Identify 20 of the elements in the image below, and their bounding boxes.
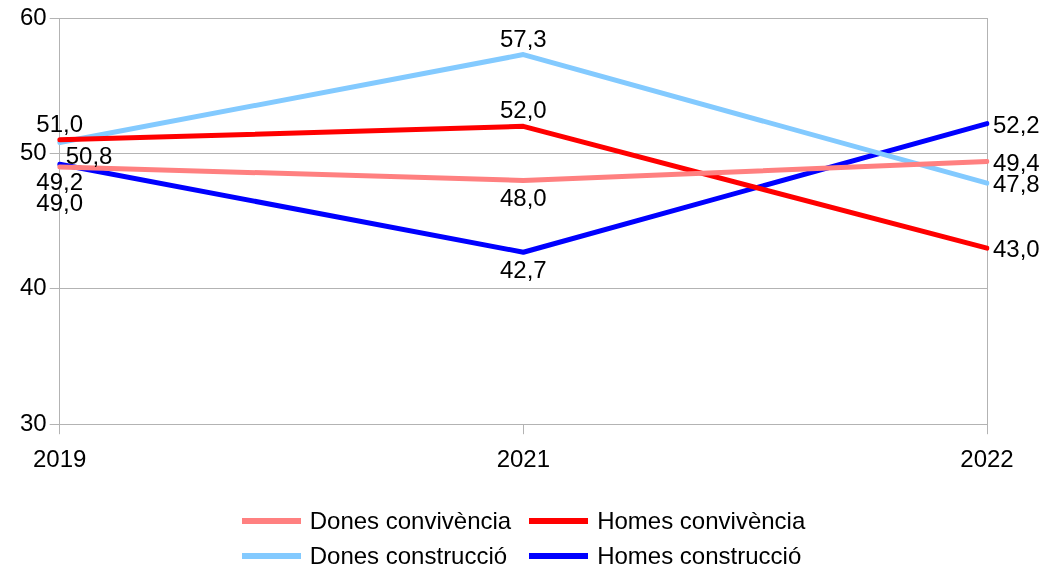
y-tick-label: 50: [19, 138, 47, 166]
data-label: 48,0: [499, 184, 547, 212]
data-label: 51,0: [36, 109, 84, 137]
data-label: 49,4: [993, 148, 1040, 176]
data-label: 52,2: [993, 110, 1040, 138]
y-tick-label: 40: [19, 273, 47, 301]
legend-label: Homes construcció: [597, 542, 802, 570]
legend-label: Dones convivència: [309, 507, 512, 535]
data-label: 52,0: [499, 96, 547, 124]
data-label: 43,0: [993, 235, 1040, 263]
data-label: 50,8: [65, 141, 113, 169]
y-tick-label: 60: [19, 2, 47, 30]
x-tick-label: 2019: [33, 445, 87, 473]
legend-label: Dones construcció: [309, 542, 508, 570]
x-tick-label: 2022: [960, 445, 1014, 473]
data-label: 57,3: [499, 24, 547, 52]
legend-label: Homes convivència: [597, 507, 806, 535]
x-tick-label: 2021: [496, 445, 551, 473]
data-label: 42,7: [499, 256, 547, 284]
y-tick-label: 30: [19, 408, 47, 436]
